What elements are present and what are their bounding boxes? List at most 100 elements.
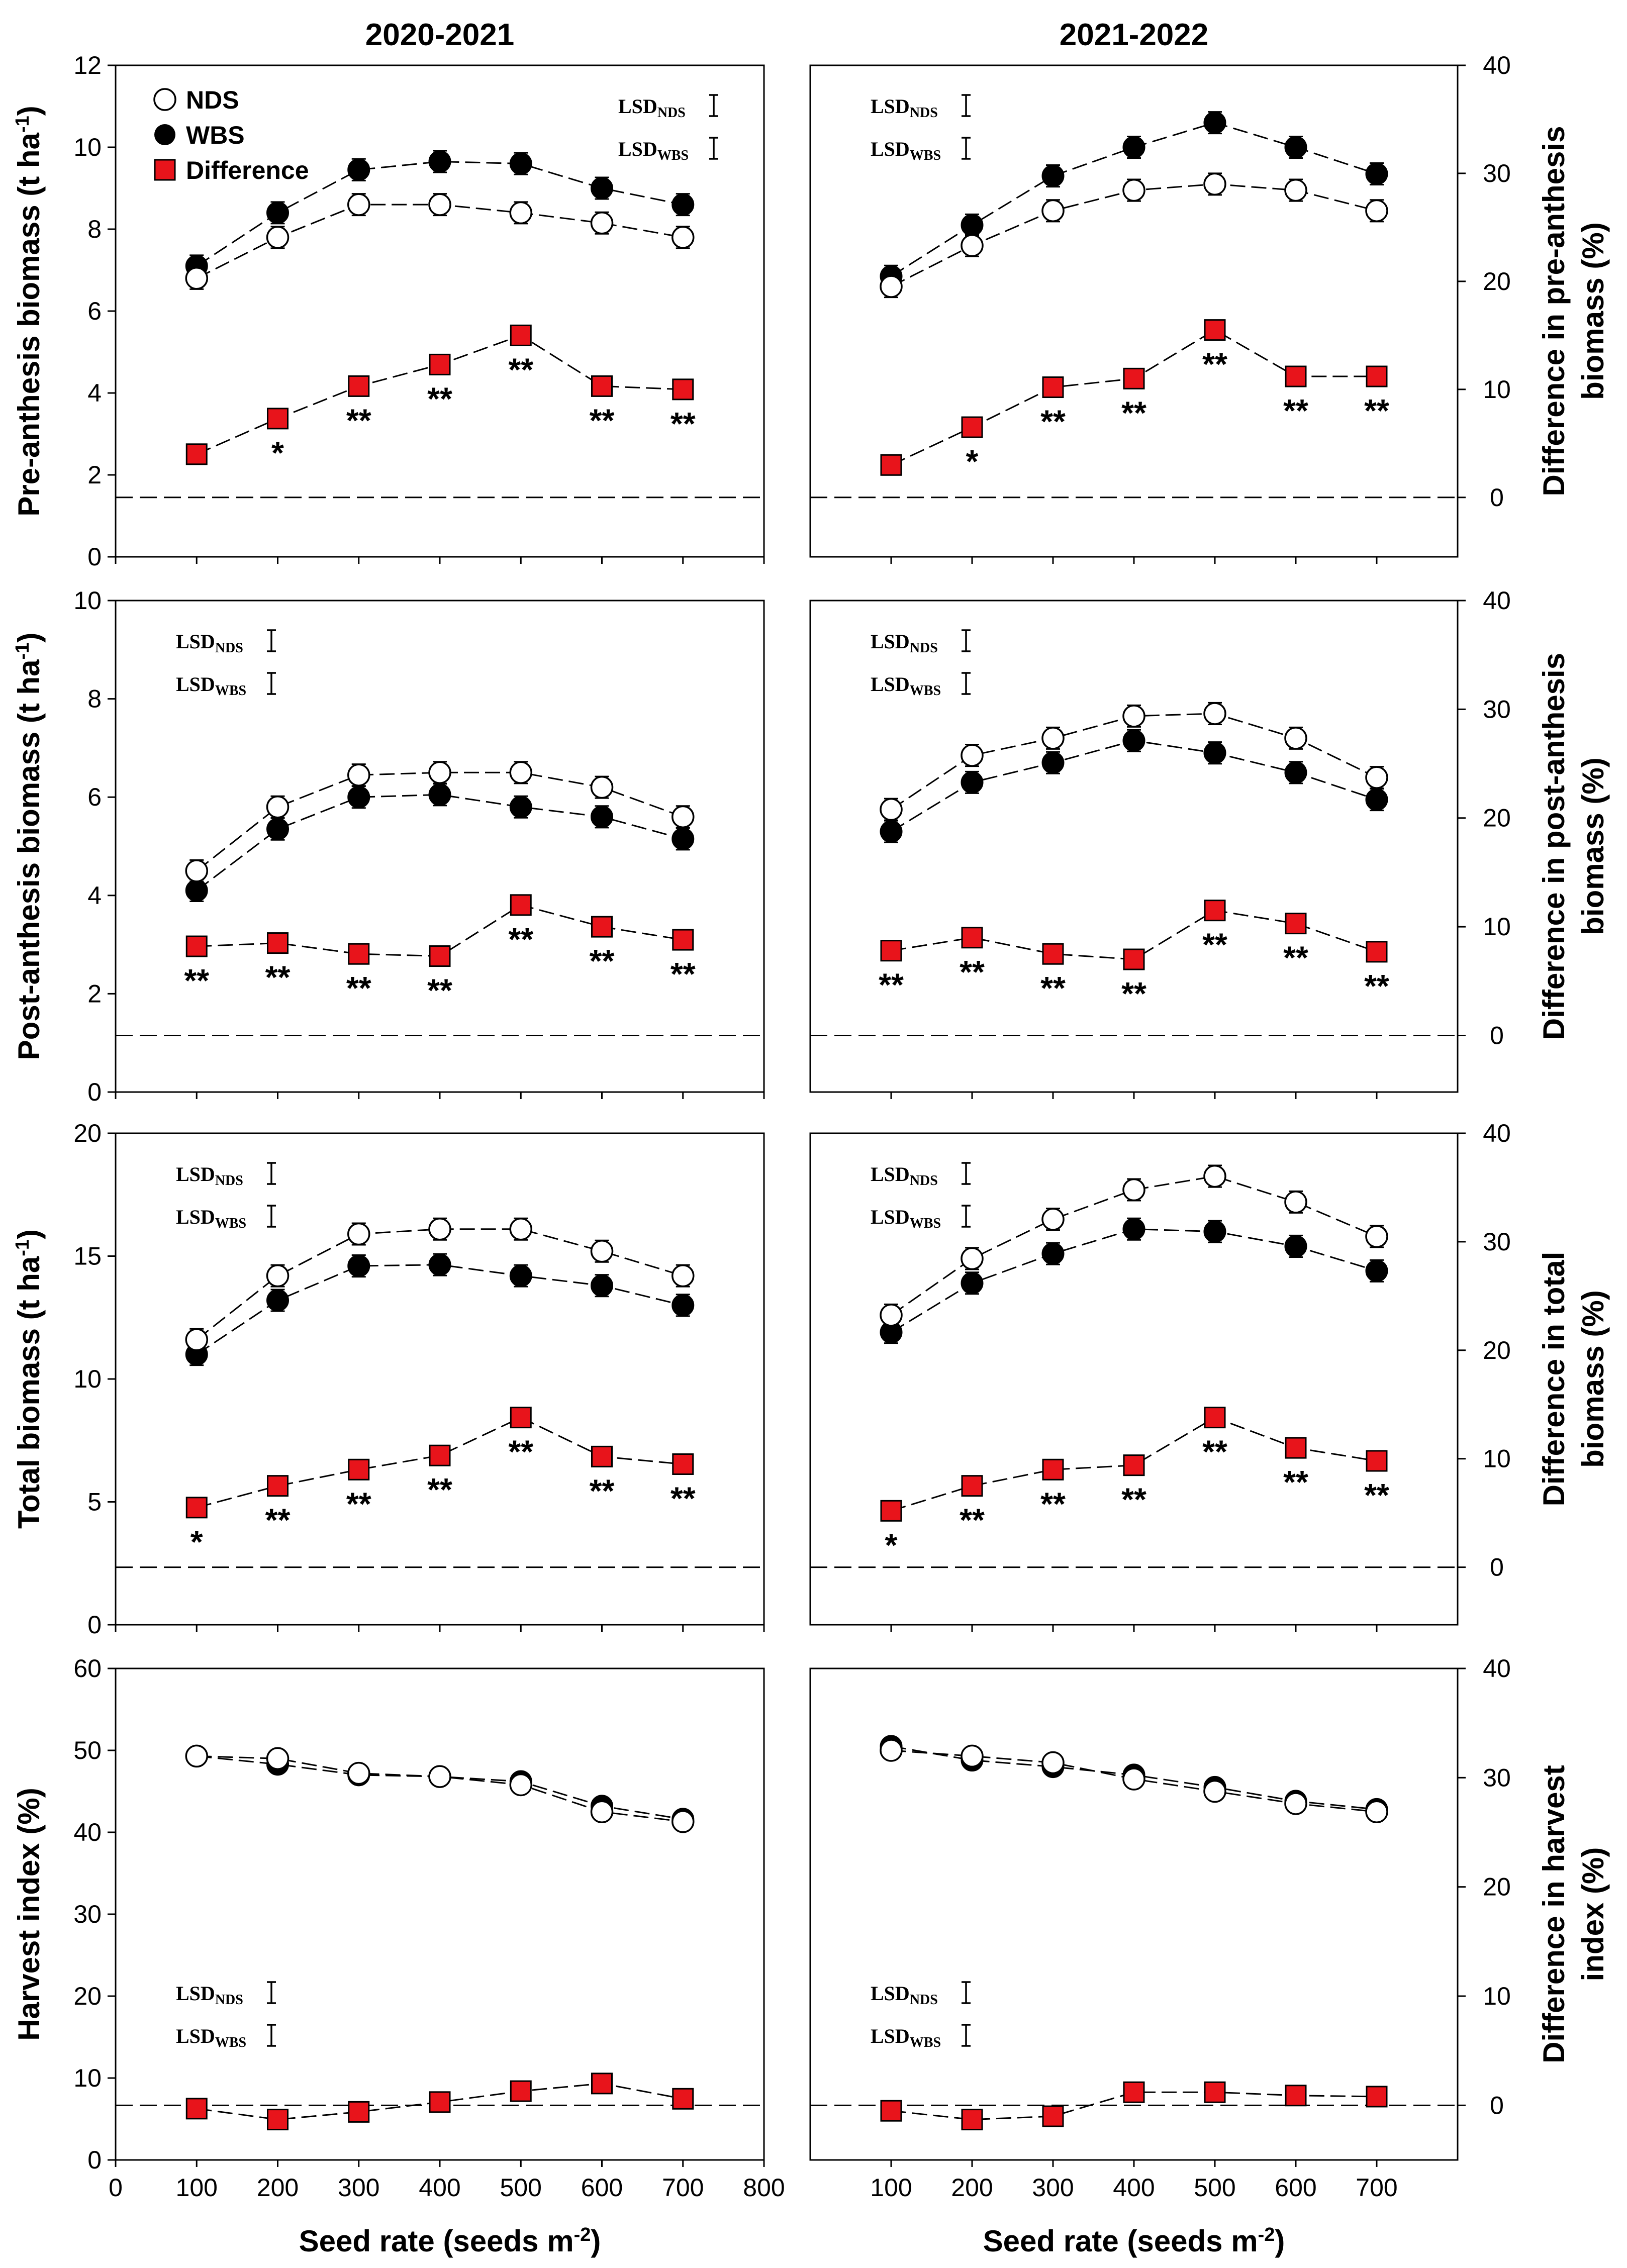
y-tick-label: 2 — [87, 461, 102, 489]
nds-point — [1041, 199, 1065, 223]
wbs-point — [1041, 164, 1065, 187]
y-tick-label: 5 — [87, 1488, 102, 1516]
lsd-label-nds: LSDNDS — [176, 1163, 243, 1189]
significance-marker: ** — [346, 970, 371, 1006]
x-tick-label: 700 — [662, 2174, 704, 2202]
y2-tick-label: 10 — [1483, 1445, 1511, 1473]
difference-point — [348, 943, 370, 965]
significance-marker: ** — [590, 402, 615, 438]
significance-marker: ** — [265, 959, 291, 996]
y2-axis-label-line1: Difference in pre-anthesis — [1537, 126, 1571, 497]
y2-tick-label: 40 — [1483, 1119, 1511, 1147]
y-tick-label: 60 — [73, 1654, 102, 1683]
difference-point — [1285, 913, 1307, 935]
nds-point — [347, 763, 370, 786]
significance-marker: ** — [427, 1471, 452, 1508]
wbs-point — [509, 152, 532, 175]
significance-marker: ** — [1283, 1464, 1308, 1500]
legend-difference-marker — [154, 159, 176, 181]
wbs-point — [961, 214, 984, 237]
difference-point — [1285, 2085, 1307, 2107]
nds-point — [428, 1217, 451, 1241]
legend-label-difference: Difference — [186, 156, 309, 184]
wbs-point — [428, 1253, 451, 1276]
x-tick-label: 400 — [419, 2174, 460, 2202]
significance-marker: ** — [1121, 1482, 1146, 1518]
difference-point — [1366, 1450, 1388, 1472]
column-title-1: 2020-2021 — [365, 18, 515, 52]
difference-point — [880, 454, 902, 476]
x-tick-label: 100 — [870, 2174, 912, 2202]
x-tick-label: 0 — [109, 2174, 123, 2202]
y-tick-label: 4 — [87, 881, 102, 910]
difference-point — [510, 324, 532, 346]
difference-point — [185, 935, 208, 957]
y2-tick-label: 40 — [1483, 1654, 1511, 1683]
lsd-label-wbs: LSDWBS — [176, 673, 246, 699]
y-tick-label: 4 — [87, 379, 102, 407]
y-tick-label: 40 — [73, 1818, 102, 1846]
y2-tick-label: 0 — [1490, 2091, 1504, 2119]
nds-point — [1041, 1208, 1065, 1231]
nds-point — [1284, 1191, 1307, 1214]
significance-marker: ** — [1121, 975, 1146, 1012]
difference-point — [429, 2091, 451, 2113]
significance-marker: * — [271, 435, 284, 471]
wbs-point — [509, 796, 532, 819]
plot-frame — [115, 1667, 765, 2161]
y2-tick-label: 20 — [1483, 267, 1511, 295]
difference-point — [1366, 2086, 1388, 2108]
significance-marker: ** — [1121, 395, 1146, 431]
y-axis-label: Harvest index (%) — [12, 1788, 46, 2041]
nds-point — [672, 1810, 695, 1833]
difference-point — [1042, 1458, 1064, 1481]
wbs-point — [1284, 1235, 1307, 1258]
nds-point — [1365, 1225, 1388, 1248]
wbs-point — [266, 1289, 289, 1312]
nds-point — [428, 193, 451, 216]
difference-point — [185, 2098, 208, 2120]
difference-point — [1123, 948, 1145, 970]
significance-marker: ** — [960, 954, 985, 990]
difference-point — [591, 375, 613, 397]
wbs-point — [509, 1264, 532, 1288]
nds-point — [266, 1264, 290, 1288]
difference-point — [1042, 2105, 1064, 2127]
y-tick-label: 50 — [73, 1736, 102, 1764]
significance-marker: ** — [1202, 346, 1227, 382]
difference-point — [672, 2088, 694, 2110]
difference-point — [510, 2080, 532, 2102]
nds-point — [1041, 1751, 1065, 1774]
wbs-point — [1122, 136, 1145, 159]
lsd-label-wbs: LSDWBS — [871, 1206, 941, 1231]
nds-point — [509, 1217, 532, 1241]
difference-point — [591, 916, 613, 938]
difference-point — [510, 1407, 532, 1429]
y-tick-label: 6 — [87, 783, 102, 811]
nds-point — [880, 1304, 903, 1327]
nds-point — [266, 796, 290, 819]
nds-point — [1203, 1780, 1226, 1803]
y2-axis-label-line2: index (%) — [1576, 1847, 1610, 1982]
wbs-point — [428, 783, 451, 806]
y-tick-label: 0 — [87, 1611, 102, 1639]
x-tick-label: 700 — [1356, 2174, 1397, 2202]
wbs-point — [1203, 741, 1226, 764]
difference-point — [961, 416, 983, 438]
nds-point — [509, 761, 532, 784]
nds-point — [1203, 172, 1226, 196]
y2-axis-label-line1: Difference in harvest — [1537, 1765, 1571, 2063]
y2-tick-label: 10 — [1483, 913, 1511, 941]
wbs-point — [1284, 761, 1307, 784]
y2-tick-label: 40 — [1483, 51, 1511, 79]
y-tick-label: 10 — [73, 1365, 102, 1393]
difference-point — [591, 1445, 613, 1467]
difference-point — [672, 378, 694, 401]
nds-point — [880, 798, 903, 821]
significance-marker: ** — [346, 1486, 371, 1522]
y2-axis-label-line2: biomass (%) — [1576, 222, 1610, 400]
nds-point — [1122, 1178, 1145, 1202]
significance-marker: ** — [671, 1480, 696, 1516]
